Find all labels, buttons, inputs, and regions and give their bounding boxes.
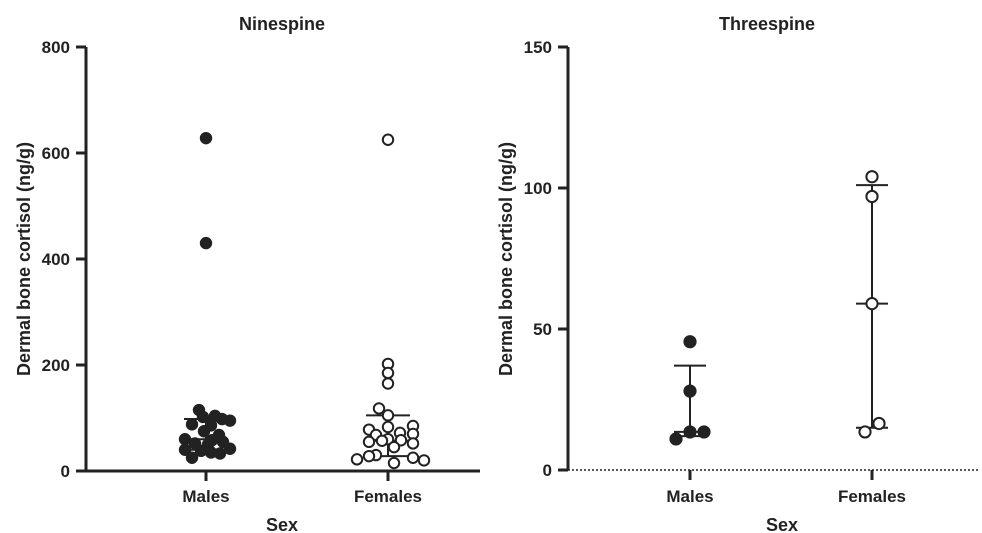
- data-point: [178, 433, 192, 446]
- chart-title: Ninespine: [239, 14, 325, 34]
- data-point: [381, 377, 395, 390]
- data-points: [669, 170, 888, 446]
- data-points: [178, 131, 431, 470]
- y-ticks: 0 200 400 600 800: [42, 38, 86, 481]
- x-tick-label: Females: [354, 487, 422, 506]
- data-point: [417, 454, 431, 467]
- data-point: [223, 414, 237, 427]
- y-tick-label: 100: [524, 179, 552, 198]
- x-axis-label: Sex: [266, 515, 298, 533]
- data-point: [406, 437, 420, 450]
- panel-threespine: Threespine Dermal bone cortisol (ng/g) S…: [496, 14, 980, 533]
- data-point: [697, 425, 711, 439]
- data-point: [223, 442, 237, 455]
- data-point: [387, 456, 401, 470]
- data-point: [372, 402, 386, 415]
- y-axis-label: Dermal bone cortisol (ng/g): [14, 142, 34, 376]
- y-ticks: 0 50 100 150: [524, 38, 568, 480]
- data-point: [858, 425, 872, 439]
- data-point: [865, 189, 879, 204]
- data-point: [872, 416, 886, 431]
- data-point: [362, 435, 376, 449]
- y-tick-label: 0: [61, 462, 70, 481]
- chart-title: Threespine: [719, 14, 815, 34]
- x-ticks: Males Females: [666, 470, 906, 506]
- data-point: [185, 418, 199, 431]
- panel-ninespine: Ninespine Dermal bone cortisol (ng/g) Se…: [14, 14, 480, 533]
- data-point: [683, 425, 697, 439]
- x-tick-label: Males: [182, 487, 229, 506]
- data-point: [669, 432, 683, 446]
- data-point: [194, 444, 208, 458]
- data-point: [381, 409, 395, 422]
- data-point: [362, 449, 376, 463]
- data-point: [350, 453, 364, 466]
- data-point: [683, 384, 697, 398]
- y-tick-label: 150: [524, 38, 552, 57]
- x-tick-label: Females: [838, 487, 906, 506]
- data-point: [381, 133, 395, 146]
- data-point: [185, 451, 199, 464]
- data-point: [406, 451, 420, 464]
- y-tick-label: 400: [42, 250, 70, 269]
- data-point: [865, 170, 879, 184]
- data-point: [178, 443, 192, 456]
- y-tick-label: 0: [543, 461, 552, 480]
- y-tick-label: 200: [42, 356, 70, 375]
- y-tick-label: 800: [42, 38, 70, 57]
- y-axis-label: Dermal bone cortisol (ng/g): [496, 142, 516, 376]
- data-point: [375, 434, 389, 447]
- data-point: [381, 366, 395, 380]
- y-tick-label: 600: [42, 144, 70, 163]
- data-point: [865, 297, 879, 311]
- data-point: [213, 447, 227, 460]
- data-point: [199, 236, 213, 250]
- data-point: [381, 420, 395, 434]
- data-point: [197, 425, 211, 438]
- x-ticks: Males Females: [182, 471, 422, 506]
- y-tick-label: 50: [533, 320, 552, 339]
- data-point: [199, 131, 213, 145]
- x-axis-label: Sex: [766, 515, 798, 533]
- data-point: [196, 410, 210, 424]
- x-tick-label: Males: [666, 487, 713, 506]
- data-point: [683, 335, 697, 349]
- data-point: [387, 440, 401, 454]
